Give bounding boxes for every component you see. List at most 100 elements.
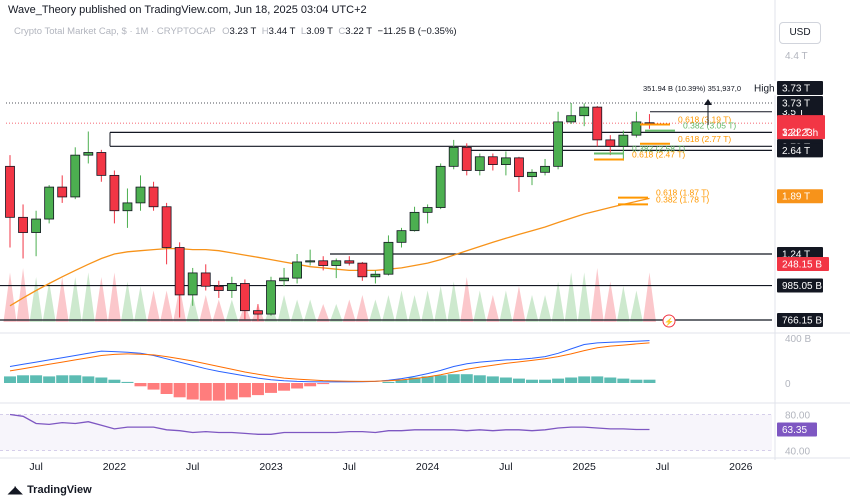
- volume-area: [186, 295, 200, 322]
- volume-area: [160, 290, 174, 322]
- candle-body: [527, 171, 537, 178]
- signal-line: [9, 342, 650, 382]
- volume-area: [42, 281, 56, 322]
- volume-area: [212, 299, 226, 322]
- publisher-credit: Wave_Theory published on TradingView.com…: [8, 4, 367, 16]
- candle-body: [96, 152, 107, 176]
- candles-group: [5, 103, 655, 322]
- ema-line: [9, 197, 650, 307]
- candle-body: [383, 241, 394, 275]
- volume-area-group: [3, 268, 656, 322]
- candle-body: [57, 186, 68, 198]
- fib-label: 0.382 (3.05 T): [683, 121, 736, 131]
- volume-area: [460, 277, 474, 322]
- candle-body: [409, 211, 420, 232]
- rsi-value-tag: 63.35: [782, 425, 807, 436]
- price-axis-tag: 3.5 T: [782, 107, 805, 118]
- volume-area: [525, 295, 539, 322]
- volume-area: [81, 272, 95, 322]
- volume-area: [225, 299, 239, 322]
- candle-body: [344, 260, 355, 264]
- high-label-tag-bg: [749, 81, 777, 95]
- candle-body: [396, 230, 407, 243]
- time-axis-label: Jul: [186, 461, 199, 473]
- fib-label: 0.618 (3.19 T): [678, 114, 731, 124]
- currency-button[interactable]: USD: [779, 22, 821, 44]
- candle-body: [292, 261, 303, 279]
- measure-label: 351.94 B (10.39%) 351,937,0: [643, 84, 741, 93]
- macd-bar: [565, 377, 578, 383]
- tradingview-logo: ◢◣ TradingView: [8, 484, 92, 496]
- price-axis-tag-bg: [777, 143, 823, 158]
- volume-area: [3, 272, 17, 322]
- countdown-label: 12d 23h: [782, 128, 818, 139]
- price-axis-label: 4.4 T: [785, 51, 808, 62]
- candle-body: [435, 165, 446, 208]
- macd-bar: [108, 379, 121, 383]
- candle-body: [226, 283, 237, 291]
- macd-bar: [617, 378, 630, 383]
- macd-bar: [30, 375, 43, 383]
- macd-bar: [186, 383, 199, 400]
- volume-area: [447, 281, 461, 322]
- change-value: −11.25 B (−0.35%): [377, 26, 457, 37]
- volume-area: [277, 295, 291, 322]
- volume-area: [564, 272, 578, 322]
- macd-bar: [121, 381, 134, 383]
- symbol-name: Crypto Total Market Cap, $ · 1M · CRYPTO…: [14, 26, 216, 37]
- high-value-tag-bg: [777, 81, 823, 95]
- lightning-icon-glyph: ⚡: [664, 317, 674, 327]
- macd-bar: [591, 376, 604, 383]
- current-price-tag-bg: [777, 115, 825, 140]
- high-value-tag: 3.73 T: [782, 84, 810, 95]
- close-label: C: [338, 26, 346, 37]
- macd-bar: [43, 376, 56, 383]
- macd-bar: [56, 375, 69, 383]
- open-value: 3.23 T: [229, 26, 257, 37]
- volume-area: [486, 295, 500, 322]
- macd-bar: [421, 376, 434, 383]
- volume-area: [55, 277, 69, 322]
- volume-area: [616, 286, 630, 322]
- fib-label: 0.618 (1.87 T): [656, 188, 709, 198]
- time-axis-label: Jul: [343, 461, 356, 473]
- ema-price-tag-bg: [777, 189, 823, 204]
- macd-bar: [304, 383, 317, 387]
- current-price-tag: 3.22 T: [782, 128, 810, 139]
- candle-body: [500, 157, 511, 166]
- volume-area: [134, 286, 147, 322]
- volume-area: [316, 304, 330, 322]
- rsi-line: [9, 413, 650, 435]
- time-axis-label: 2022: [103, 461, 127, 473]
- volume-price-tag-bg: [777, 257, 829, 271]
- macd-bar: [160, 383, 173, 394]
- rsi-axis-label: 40.00: [785, 447, 810, 458]
- macd-bar: [447, 374, 460, 383]
- macd-bar: [238, 383, 251, 398]
- macd-bar: [225, 383, 238, 400]
- macd-bar: [408, 377, 421, 383]
- ema-price-tag: 1.89 T: [782, 192, 810, 203]
- candle-body: [631, 121, 642, 136]
- macd-bar: [278, 383, 291, 391]
- macd-bar: [95, 377, 108, 383]
- price-axis-tag: 766.15 B: [782, 316, 822, 327]
- candle-body: [422, 207, 433, 213]
- volume-area: [473, 290, 487, 322]
- macd-bar: [382, 381, 395, 383]
- macd-bar: [251, 383, 264, 396]
- price-axis-tag: 2.64 T: [782, 146, 810, 157]
- macd-bar: [173, 383, 186, 398]
- time-axis-label: 2023: [259, 461, 283, 473]
- symbol-legend: Crypto Total Market Cap, $ · 1M · CRYPTO…: [14, 26, 457, 37]
- candle-body: [266, 280, 276, 315]
- macd-bar: [317, 383, 330, 385]
- macd-bar: [460, 374, 473, 383]
- lightning-icon: [662, 314, 676, 328]
- candle-body: [31, 218, 42, 233]
- volume-area: [395, 290, 408, 322]
- fib-label: 0.382 (1.78 T): [656, 194, 709, 204]
- macd-bar: [147, 383, 160, 390]
- macd-bar: [526, 379, 538, 383]
